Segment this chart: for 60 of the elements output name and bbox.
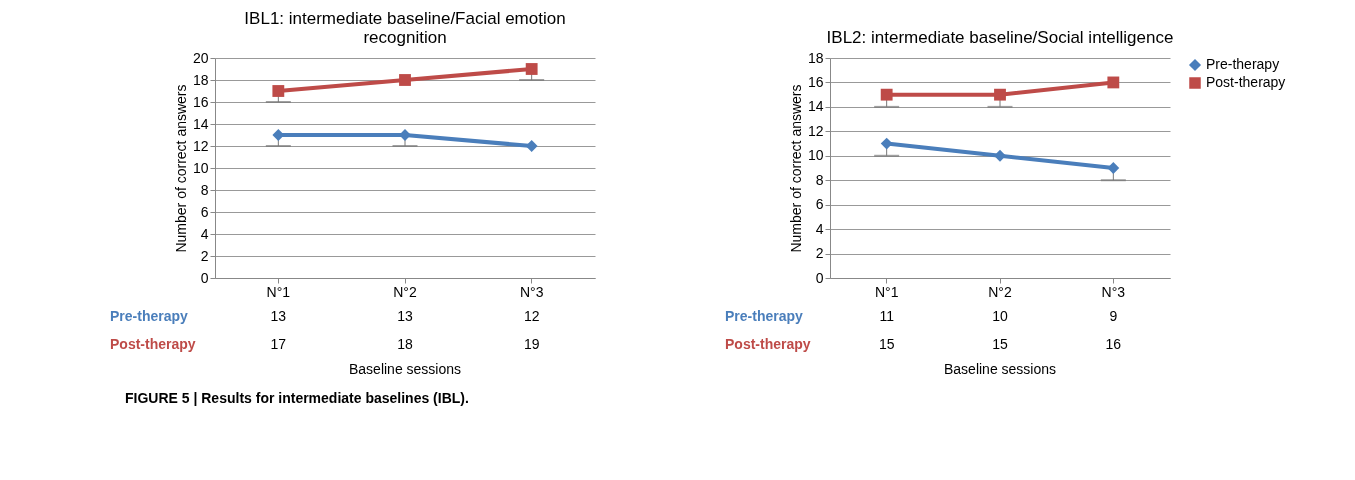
chart-title: IBL1: intermediate baseline/Facial emotion recognition [244, 9, 566, 47]
caption: FIGURE 5 | Results for intermediate baselines (IBL). [125, 390, 469, 406]
y-tick-label: 4 [200, 225, 209, 242]
x-axis-title: Baseline sessions [943, 361, 1057, 377]
legend-label: Pre-therapy [1206, 56, 1280, 72]
y-tick-label: 4 [815, 220, 824, 237]
data-label: 13 [397, 308, 413, 324]
point [399, 74, 411, 86]
y-tick-label: 6 [815, 196, 824, 213]
text: Pre-therapy [725, 308, 803, 324]
x-tick-label: N°1 [874, 283, 899, 300]
data-label: 10 [992, 308, 1008, 324]
data-label: 9 [1109, 308, 1118, 324]
data-label: 19 [523, 336, 540, 352]
data-label: 11 [879, 308, 895, 324]
y-tick-label: 10 [807, 147, 824, 164]
text: Post-therapy [725, 336, 811, 352]
y-tick-label: 2 [200, 247, 209, 264]
y-tick-label: 12 [192, 137, 209, 154]
data-label: 12 [523, 308, 540, 324]
y-axis-title: Number of correct answers [787, 84, 804, 253]
text: Post-therapy [110, 336, 196, 352]
data-label: 18 [397, 336, 413, 352]
y-tick-label: 6 [200, 203, 209, 220]
x-axis-title: Baseline sessions [348, 361, 462, 377]
data-label: 17 [270, 336, 287, 352]
legend-label: Post-therapy [1206, 74, 1286, 90]
y-tick-label: 8 [200, 181, 209, 198]
data-label: 15 [878, 336, 895, 352]
point [880, 88, 893, 101]
data-label: 13 [270, 308, 287, 324]
x-tick-label: N°2 [988, 283, 1012, 300]
x-tick-label: N°3 [519, 283, 544, 300]
x-tick-label: N°2 [393, 283, 417, 300]
point [1107, 162, 1120, 174]
y-axis-title: Number of correct answers [172, 84, 189, 253]
text: Pre-therapy [110, 308, 189, 324]
y-tick-label: 12 [807, 122, 824, 139]
point [994, 88, 1006, 101]
x-tick-label: N°3 [1101, 283, 1126, 300]
y-tick-label: 16 [807, 73, 824, 90]
y-tick-label: 2 [815, 245, 824, 262]
y-tick-label: 0 [200, 269, 209, 286]
x-tick-label: N°1 [266, 283, 291, 300]
point [525, 63, 538, 75]
y-tick-label: 0 [815, 269, 824, 286]
point [994, 149, 1006, 162]
y-tick-label: 20 [192, 49, 209, 66]
point [1107, 76, 1120, 89]
chart-title: IBL2: intermediate baseline/Social intelligence [826, 28, 1174, 47]
y-tick-label: 18 [807, 49, 824, 66]
y-tick-label: 14 [192, 115, 209, 132]
point [272, 85, 285, 97]
y-tick-label: 14 [807, 98, 824, 115]
y-tick-label: 18 [192, 71, 209, 88]
data-label: 15 [992, 336, 1008, 352]
y-tick-label: 8 [815, 171, 824, 188]
y-tick-label: 16 [192, 93, 209, 110]
data-label: 16 [1105, 336, 1122, 352]
y-tick-label: 10 [192, 159, 209, 176]
